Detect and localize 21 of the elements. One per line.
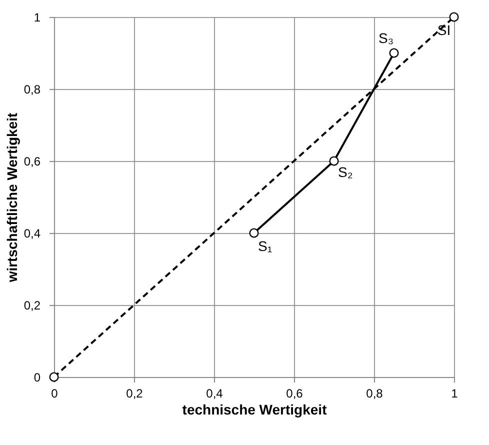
y-tick-label: 0,6 [24, 154, 41, 168]
point [389, 48, 399, 58]
y-tick-label: 0,2 [24, 298, 41, 312]
point [329, 156, 339, 166]
annotation: S₁ [258, 238, 272, 254]
point [449, 12, 459, 22]
point [249, 228, 259, 238]
x-tick-label: 0 [51, 386, 58, 400]
y-tick-label: 0 [34, 370, 41, 384]
x-tick-label: 0,8 [366, 386, 384, 400]
y-axis-title: wirtschaftliche Wertigkeit [4, 112, 20, 284]
y-tick-label: 0,8 [24, 82, 41, 96]
annotation: S₃ [378, 30, 394, 46]
x-axis-title: technische Wertigkeit [182, 402, 328, 418]
x-tick-label: 0,6 [286, 386, 304, 400]
x-tick-label: 0,4 [206, 386, 224, 400]
annotation: S₂ [338, 164, 353, 180]
y-tick-label: 1 [34, 10, 41, 24]
y-tick-label: 0,4 [24, 226, 41, 240]
x-tick-label: 1 [451, 386, 458, 400]
x-tick-label: 0,2 [126, 386, 144, 400]
